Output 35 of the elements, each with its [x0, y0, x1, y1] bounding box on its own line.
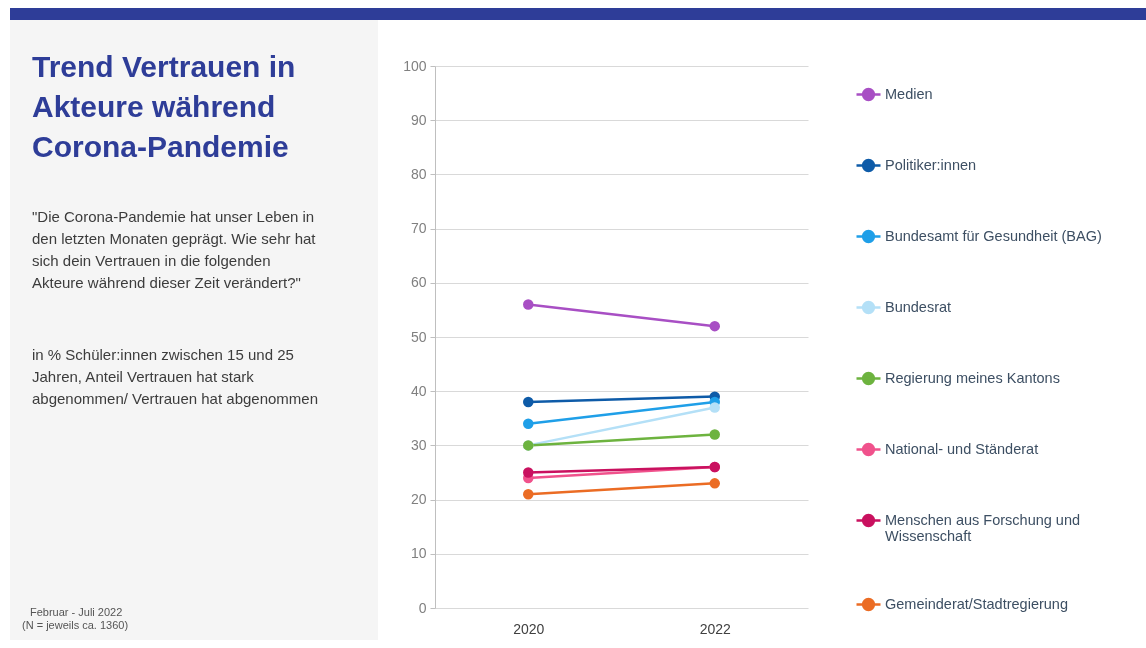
y-tick-label: 60 — [410, 274, 427, 291]
point — [523, 299, 534, 310]
legend-label: Bundesrat — [885, 298, 952, 315]
x-tick-label: 2020 — [513, 620, 545, 637]
y-tick-label: 70 — [410, 220, 427, 237]
point — [523, 396, 534, 408]
y-tick-label: 10 — [410, 545, 427, 562]
legend-label: Medien — [885, 85, 933, 102]
y-tick-label: 30 — [410, 436, 427, 453]
point — [709, 402, 720, 413]
legend-label: Regierung meines Kantons — [885, 369, 1060, 386]
text: Februar - Juli 2022 — [30, 606, 123, 618]
point — [523, 418, 534, 429]
text: (N = jeweils ca. 1360) — [22, 619, 129, 631]
legend-label: Politiker:innen — [885, 156, 977, 173]
legend-label: Bundesamt für Gesundheit (BAG) — [885, 227, 1102, 244]
y-tick-label: 40 — [410, 382, 427, 399]
point — [709, 478, 720, 489]
legend-label: Gemeinderat/Stadtregierung — [885, 595, 1068, 612]
point — [709, 429, 720, 440]
point — [523, 467, 534, 478]
y-tick-label: 90 — [410, 111, 427, 128]
text: "Die Corona-Pandemie hat unser Leben in den letzten Monaten geprägt. Wie sehr hat sich dein Vertrauen in die folgenden Akteure während dieser Zeit verändert?" — [32, 208, 317, 291]
text: in % Schüler:innen zwischen 15 und 25 Jahren, Anteil Vertrauen hat stark abgenommen/ Vertrauen hat abgenommen — [32, 346, 319, 407]
y-tick-label: 100 — [403, 57, 427, 74]
legend-label: National- und Ständerat — [885, 440, 1039, 457]
legend-label: Menschen aus Forschung und Wissenschaft — [885, 511, 1081, 544]
point — [709, 320, 720, 332]
point — [523, 488, 534, 500]
text: Trend Vertrauen in Akteure während Corona-Pandemie — [32, 50, 296, 163]
y-tick-label: 50 — [410, 328, 427, 345]
x-tick-label: 2022 — [699, 620, 732, 637]
y-tick-label: 20 — [410, 491, 427, 508]
y-tick-label: 0 — [418, 599, 427, 616]
y-tick-label: 80 — [410, 165, 427, 182]
